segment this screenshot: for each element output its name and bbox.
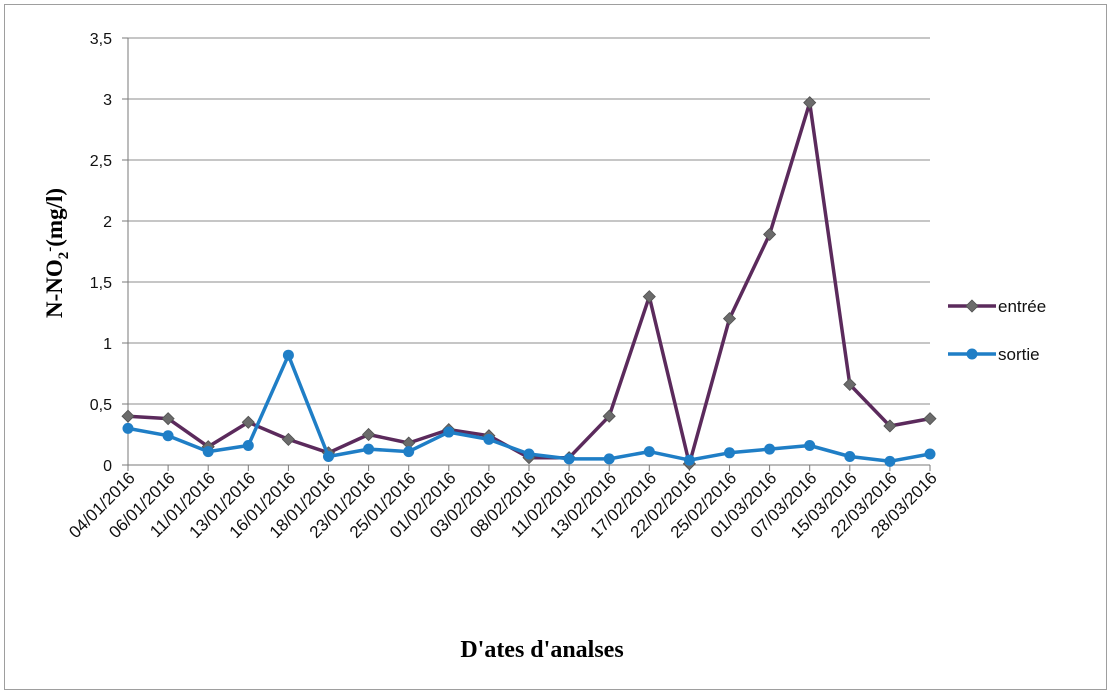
legend-marker bbox=[966, 348, 978, 360]
y-tick-label: 3 bbox=[103, 92, 112, 109]
legend-marker bbox=[965, 299, 979, 313]
axes bbox=[122, 37, 931, 471]
data-point bbox=[282, 349, 294, 361]
data-point bbox=[763, 227, 777, 241]
y-tick-label: 2,5 bbox=[90, 153, 112, 170]
series-line bbox=[127, 100, 931, 466]
data-point bbox=[883, 419, 897, 433]
data-point bbox=[241, 415, 255, 429]
y-tick-label: 0 bbox=[103, 458, 112, 475]
legend-label: entrée bbox=[998, 297, 1046, 316]
data-point bbox=[924, 448, 936, 460]
data-point bbox=[363, 443, 375, 455]
series-layer bbox=[121, 96, 937, 471]
y-tick-label: 3,5 bbox=[90, 31, 112, 48]
data-point bbox=[803, 96, 817, 110]
data-point bbox=[602, 409, 616, 423]
data-point bbox=[642, 290, 656, 304]
y-tick-label: 1,5 bbox=[90, 275, 112, 292]
data-point bbox=[683, 454, 695, 466]
data-point bbox=[722, 312, 737, 326]
data-point bbox=[843, 377, 857, 392]
data-point bbox=[161, 412, 175, 426]
y-tick-labels: 0 0,5 1 1,5 2 2,5 3 3,5 bbox=[90, 31, 112, 475]
y-axis-title-sub: 2 bbox=[56, 252, 72, 260]
series-entre bbox=[121, 96, 937, 471]
x-tick-labels: 04/01/201606/01/201611/01/201613/01/2016… bbox=[65, 468, 941, 542]
data-point bbox=[764, 443, 776, 455]
gridlines bbox=[128, 37, 930, 405]
y-axis-title-unit: (mg/l) bbox=[42, 188, 67, 247]
data-point bbox=[724, 447, 735, 459]
data-point bbox=[323, 450, 334, 462]
data-point bbox=[443, 426, 455, 438]
x-axis-title: D'ates d'analses bbox=[460, 637, 623, 663]
data-point bbox=[121, 409, 135, 423]
data-point bbox=[523, 448, 535, 460]
data-point bbox=[403, 446, 415, 458]
y-axis-title-sup: - bbox=[42, 247, 58, 252]
legend: entrée sortie bbox=[948, 297, 1046, 364]
data-point bbox=[603, 453, 615, 465]
y-tick-label: 0,5 bbox=[90, 397, 112, 414]
data-point bbox=[804, 439, 816, 451]
data-point bbox=[844, 450, 856, 462]
data-point bbox=[923, 412, 937, 426]
y-axis-title-main: N-NO bbox=[42, 259, 67, 318]
data-point bbox=[362, 427, 376, 442]
y-tick-label: 2 bbox=[103, 214, 112, 231]
y-tick-label: 1 bbox=[103, 336, 112, 353]
legend-item: sortie bbox=[948, 345, 1040, 364]
data-point bbox=[162, 430, 174, 442]
y-axis-title: N-NO2-(mg/l) bbox=[42, 188, 72, 318]
legend-label: sortie bbox=[998, 345, 1040, 364]
data-point bbox=[884, 455, 896, 467]
data-point bbox=[483, 433, 495, 445]
chart-frame bbox=[4, 4, 1107, 690]
legend-item: entrée bbox=[948, 297, 1046, 316]
series-sortie bbox=[122, 349, 936, 467]
data-point bbox=[242, 439, 254, 451]
data-point bbox=[202, 446, 214, 458]
data-point bbox=[643, 446, 655, 458]
data-point bbox=[122, 422, 134, 434]
data-point bbox=[281, 432, 295, 446]
data-point bbox=[563, 453, 575, 465]
